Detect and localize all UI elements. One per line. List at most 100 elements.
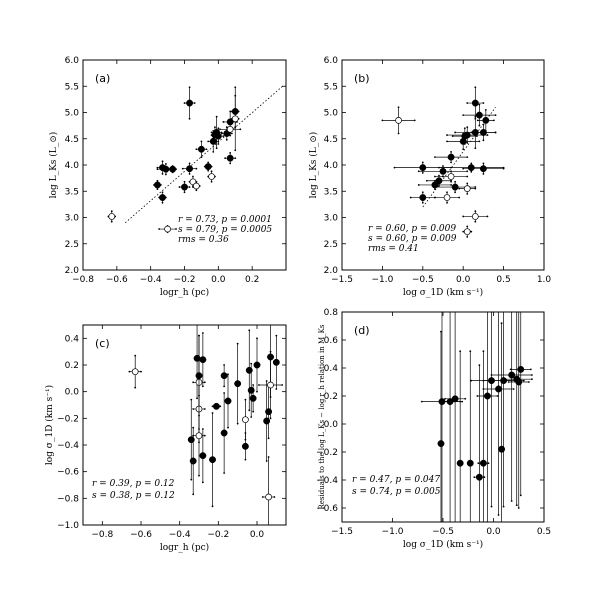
data-point [220, 429, 228, 437]
data-point [498, 445, 506, 453]
error-cap [454, 131, 457, 134]
panel-label: (c) [95, 337, 110, 350]
data-point [483, 392, 491, 400]
error-cap [421, 171, 424, 174]
data-point [419, 164, 427, 172]
error-cap [421, 191, 424, 194]
error-cap [273, 496, 276, 498]
error-cap [250, 416, 253, 418]
error-cap [192, 408, 195, 410]
error-cap [192, 426, 195, 429]
error-cap [110, 210, 113, 213]
error-cap [161, 191, 164, 194]
error-cap [224, 157, 227, 160]
y-tick-label: −0.6 [316, 504, 338, 514]
data-point-open [195, 432, 203, 440]
error-cap [223, 364, 226, 366]
error-cap [227, 426, 229, 429]
error-cap [195, 167, 198, 170]
stats-text: s = 0.79, p = 0.0005 [178, 225, 272, 235]
error-cap [469, 350, 472, 353]
error-cap [421, 161, 424, 164]
error-cap [211, 412, 214, 414]
y-axis-label: log L_Ks (L_⊙) [48, 132, 59, 199]
error-cap [464, 397, 467, 400]
data-point [189, 457, 197, 465]
data-point-open [443, 194, 451, 201]
error-cap [425, 179, 428, 182]
error-cap [518, 255, 520, 257]
data-point [234, 380, 242, 388]
y-tick-label: 5.0 [324, 109, 339, 119]
x-axis-label: logr_h (pc) [160, 287, 209, 298]
error-cap [230, 132, 233, 135]
error-cap [244, 398, 247, 401]
error-cap [140, 370, 142, 373]
error-cap [234, 149, 237, 152]
error-cap [156, 168, 159, 171]
error-cap [201, 385, 204, 388]
error-cap [434, 188, 436, 191]
error-cap [530, 378, 533, 381]
error-cap [462, 132, 465, 135]
data-point [482, 116, 490, 124]
error-cap [491, 254, 493, 256]
stats-text: r = 0.73, p = 0.0001 [178, 215, 272, 225]
error-cap [444, 397, 446, 400]
y-tick-label: 0.8 [324, 308, 339, 318]
error-cap [229, 152, 232, 154]
error-cap [161, 173, 164, 175]
error-cap [244, 438, 247, 441]
error-cap [183, 102, 186, 104]
error-cap [466, 126, 469, 129]
error-cap [275, 388, 278, 390]
error-cap [498, 262, 500, 264]
data-point-open [226, 125, 234, 133]
data-point [475, 111, 483, 119]
error-cap [258, 384, 260, 386]
error-cap [200, 156, 203, 159]
error-cap [450, 184, 452, 186]
error-cap [265, 460, 268, 462]
error-cap [214, 126, 216, 129]
error-cap [490, 505, 493, 508]
data-point [479, 165, 487, 173]
data-point [197, 145, 205, 153]
error-cap [195, 189, 198, 192]
x-axis-label: logr_h (pc) [160, 542, 209, 553]
error-cap [511, 248, 513, 250]
data-point-open [164, 225, 171, 233]
data-point [204, 163, 212, 171]
data-point [466, 459, 474, 467]
error-cap [156, 166, 159, 169]
error-cap [417, 170, 420, 173]
y-tick-label: −0.8 [57, 494, 79, 504]
data-point [447, 153, 455, 161]
error-cap [515, 504, 518, 507]
error-cap [227, 373, 229, 376]
error-cap [438, 166, 440, 169]
data-point [153, 181, 161, 189]
x-tick-label: −1.5 [331, 527, 353, 537]
error-cap [512, 388, 515, 390]
x-axis-label: log σ_1D (km s⁻¹) [403, 287, 483, 298]
error-cap [265, 380, 268, 382]
data-point [220, 372, 228, 380]
error-cap [450, 180, 452, 183]
x-tick-label: 0.0 [486, 527, 501, 537]
error-cap [466, 142, 469, 144]
stats-text: s = 0.74, p = 0.005 [352, 487, 441, 497]
plot-area [381, 86, 505, 238]
error-cap [256, 390, 258, 393]
error-cap [440, 330, 442, 333]
error-cap [490, 374, 493, 376]
x-tick-label: −0.4 [140, 275, 162, 285]
error-cap [450, 161, 452, 164]
data-point [467, 164, 475, 172]
error-cap [183, 180, 186, 183]
error-cap [482, 102, 485, 104]
error-cap [397, 132, 400, 135]
data-point [463, 131, 471, 139]
error-cap [440, 555, 442, 557]
error-cap [466, 170, 469, 173]
